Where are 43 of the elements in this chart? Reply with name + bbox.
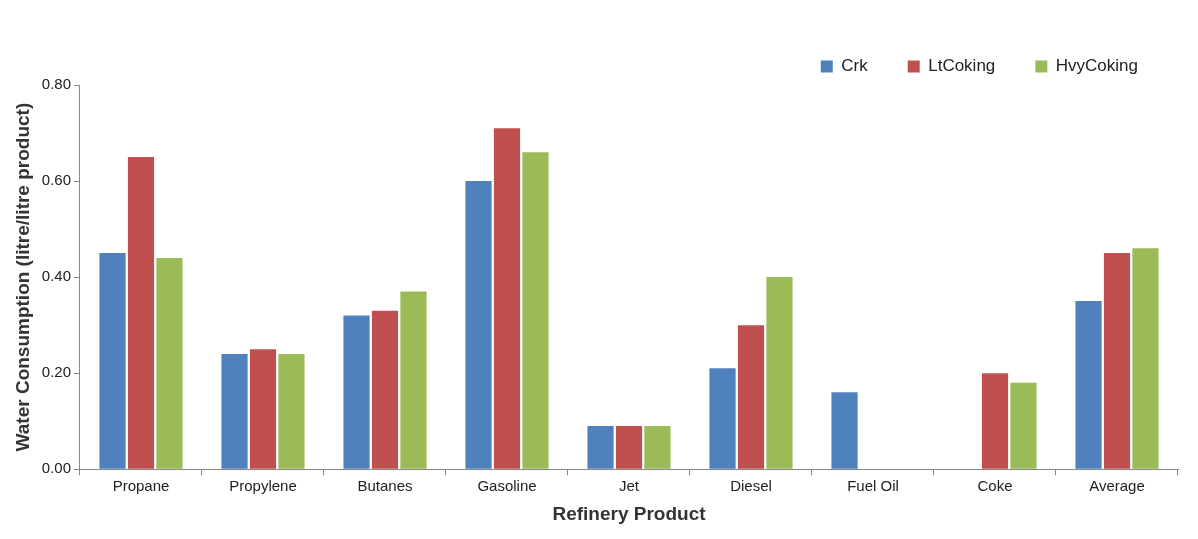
bar — [1075, 301, 1102, 469]
bar — [1132, 248, 1159, 469]
x-axis-title: Refinery Product — [552, 502, 707, 524]
bar — [99, 253, 126, 469]
x-tick-label: Gasoline — [477, 477, 537, 495]
bar — [709, 368, 736, 469]
bar — [127, 157, 155, 469]
x-tick-label: Propane — [112, 477, 170, 495]
bar — [615, 425, 643, 469]
legend-label: HvyCoking — [1055, 56, 1139, 76]
bar — [249, 349, 277, 469]
x-tick-label: Diesel — [730, 477, 772, 495]
bar — [737, 325, 765, 469]
y-tick-label: 0.40 — [41, 267, 71, 285]
x-tick-label: Jet — [618, 477, 640, 495]
x-tick-label: Fuel Oil — [847, 477, 899, 495]
x-tick-label: Propylene — [229, 477, 297, 495]
legend-label: Crk — [841, 56, 869, 76]
x-tick-label: Coke — [977, 477, 1013, 495]
bar — [766, 277, 793, 469]
bar — [831, 392, 858, 469]
bar — [981, 373, 1009, 469]
legend-label: LtCoking — [928, 56, 996, 76]
x-tick-label: Average — [1089, 477, 1145, 495]
bar — [644, 425, 671, 469]
y-tick-label: 0.60 — [41, 171, 71, 189]
bar — [465, 181, 492, 469]
y-tick-label: 0.80 — [41, 75, 71, 93]
bar — [156, 257, 183, 469]
bar — [221, 353, 248, 469]
bar — [587, 425, 614, 469]
bar — [400, 291, 427, 469]
bar — [1010, 382, 1037, 469]
y-axis-title: Water Consumption (litre/litre product) — [11, 102, 33, 452]
y-tick-label: 0.20 — [41, 363, 71, 381]
bar — [343, 315, 370, 469]
bar — [371, 310, 399, 469]
bar — [522, 152, 549, 469]
bar — [1103, 253, 1131, 469]
bar — [278, 353, 305, 469]
bar — [493, 128, 521, 469]
x-tick-label: Butanes — [357, 477, 413, 495]
y-tick-label: 0.00 — [41, 459, 71, 477]
